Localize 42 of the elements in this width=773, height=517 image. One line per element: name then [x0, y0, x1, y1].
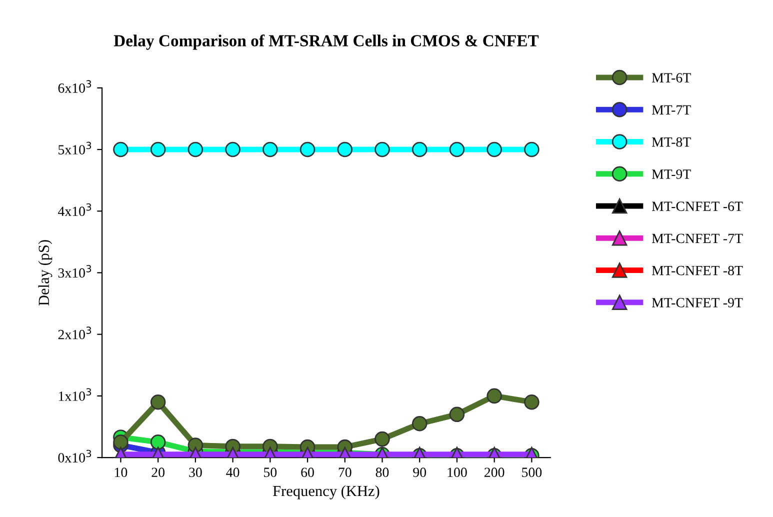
point [188, 142, 204, 158]
y-tick-label: 2x10$^{3}$ [58, 326, 92, 340]
x-tick-label: 20 [152, 468, 164, 478]
x-tick-label: 100 [448, 468, 467, 478]
x-tick-label: 70 [338, 468, 352, 478]
legend-label: MT-7T [652, 105, 691, 114]
point [412, 142, 428, 158]
point [374, 142, 390, 158]
legend-label: MT-CNFET -8T [652, 266, 743, 276]
y-tick-label: 1x10$^{3}$ [58, 388, 92, 401]
y-tick-label: 0x10$^{3}$ [58, 450, 92, 462]
x-tick-label: 80 [376, 468, 389, 478]
y-tick-label: 5x10$^{3}$ [58, 142, 92, 154]
point [524, 142, 540, 158]
x-tick-label: 60 [301, 468, 314, 478]
x-axis-title: Frequency (KHz) [272, 485, 380, 500]
y-tick-label: 4x10$^{3}$ [58, 203, 92, 216]
legend-label: MT-CNFET -7T [652, 234, 743, 244]
point [225, 142, 240, 158]
y-tick-label: 3x10$^{3}$ [58, 264, 92, 278]
point [449, 142, 465, 158]
legend-label: MT-8T [652, 137, 691, 147]
x-tick-label: 30 [189, 468, 202, 478]
x-tick-label: 90 [413, 468, 426, 478]
point [300, 142, 316, 158]
legend-label: MT-CNFET -6T [652, 202, 743, 211]
legend-label: MT-9T [652, 170, 691, 179]
point [113, 142, 128, 158]
legend-label: MT-CNFET -9T [652, 298, 743, 308]
x-tick-label: 40 [226, 468, 240, 478]
chart-title: Delay Comparison of MT-SRAM Cells in CMOS & CNFET [114, 34, 539, 50]
x-tick-label: 10 [114, 468, 128, 478]
x-tick-label: 50 [264, 468, 277, 478]
x-tick-label: 200 [484, 468, 504, 478]
legend-label: MT-6T [652, 73, 691, 82]
point [337, 142, 353, 158]
point [262, 142, 278, 158]
point [486, 142, 502, 158]
y-axis-title: Delay (pS) [38, 240, 52, 306]
y-tick-label: 6x10$^{3}$ [58, 80, 92, 93]
point [150, 142, 166, 158]
x-tick-label: 500 [522, 468, 542, 478]
